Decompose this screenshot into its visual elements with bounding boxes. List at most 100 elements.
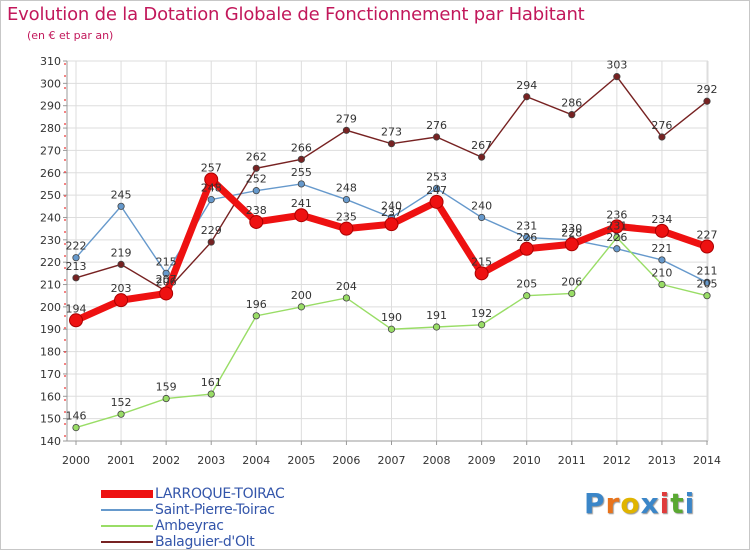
data-label: 194: [66, 302, 87, 315]
data-point: [474, 266, 489, 281]
y-tick-label: 150: [40, 413, 61, 426]
data-point: [432, 184, 441, 193]
data-label: 279: [336, 112, 357, 125]
y-tick-label: 170: [40, 368, 61, 381]
proxiti-logo: Proxiti: [584, 487, 695, 520]
legend-swatch: [101, 490, 153, 498]
data-label: 238: [246, 204, 267, 217]
data-label: 228: [561, 226, 582, 239]
legend-label: Ambeyrac: [155, 518, 224, 534]
data-label: 226: [516, 231, 537, 244]
y-tick-label: 290: [40, 100, 61, 113]
data-label: 203: [111, 282, 132, 295]
data-label: 227: [697, 229, 718, 242]
y-tick-label: 200: [40, 301, 61, 314]
data-point: [700, 239, 714, 254]
data-point: [478, 321, 486, 329]
data-point: [342, 126, 351, 134]
data-point: [342, 195, 351, 204]
data-point: [72, 254, 80, 262]
data-label: 204: [336, 280, 357, 293]
data-point: [429, 194, 444, 209]
y-tick-label: 160: [40, 390, 61, 403]
x-tick-label: 2009: [468, 454, 496, 467]
x-tick-label: 2000: [62, 454, 90, 467]
chart-subtitle: (en € et par an): [27, 29, 114, 42]
y-tick-label: 310: [40, 55, 61, 68]
data-point: [703, 292, 711, 300]
data-label: 229: [201, 224, 222, 237]
legend-swatch: [101, 525, 153, 527]
data-label: 245: [111, 188, 132, 201]
y-tick-label: 230: [40, 234, 61, 247]
data-point: [339, 221, 354, 236]
data-point: [613, 233, 621, 242]
logo-letter: P: [584, 487, 606, 520]
data-point: [162, 269, 170, 277]
data-label: 230: [561, 222, 582, 235]
chart-title: Evolution de la Dotation Globale de Fonc…: [7, 4, 585, 25]
data-label: 253: [426, 170, 447, 183]
data-point: [609, 219, 624, 234]
data-label: 231: [606, 220, 627, 233]
x-tick-label: 2004: [242, 454, 270, 467]
data-label: 222: [66, 240, 87, 253]
legend-label: Saint-Pierre-Toirac: [155, 502, 275, 518]
data-label: 247: [426, 184, 447, 197]
series-larroque-toirac: [69, 172, 714, 328]
x-tick-label: 2012: [603, 454, 631, 467]
data-point: [564, 237, 579, 252]
legend-label: LARROQUE-TOIRAC: [155, 486, 285, 502]
data-point: [297, 155, 305, 163]
data-label: 267: [471, 139, 492, 152]
y-tick-label: 250: [40, 189, 61, 202]
data-point: [252, 312, 260, 320]
data-point: [69, 313, 83, 328]
y-tick-label: 270: [40, 144, 61, 157]
data-point: [703, 97, 711, 105]
data-point: [478, 153, 486, 161]
data-label: 266: [291, 141, 312, 154]
data-label: 205: [516, 278, 537, 291]
logo-letter: t: [670, 487, 685, 520]
y-tick-label: 190: [40, 323, 61, 336]
data-label: 205: [697, 278, 718, 291]
data-label: 240: [381, 199, 402, 212]
logo-letter: x: [640, 487, 660, 520]
y-tick-label: 300: [40, 77, 61, 90]
grid: [67, 60, 708, 442]
logo-letter: i: [659, 487, 671, 520]
data-point: [252, 187, 260, 195]
series-lines: [69, 73, 714, 432]
y-tick-label: 220: [40, 256, 61, 269]
data-label: 213: [66, 260, 87, 273]
data-point: [297, 303, 305, 311]
data-label: 273: [381, 126, 402, 139]
x-tick-label: 2013: [648, 454, 676, 467]
data-label: 292: [697, 83, 718, 96]
data-label: 159: [156, 381, 177, 394]
data-label: 241: [291, 197, 312, 210]
series-ambeyrac: [72, 233, 711, 432]
x-tick-label: 2011: [558, 454, 586, 467]
data-label: 255: [291, 166, 312, 179]
data-label: 192: [471, 307, 492, 320]
data-point: [297, 180, 305, 188]
data-point: [117, 410, 125, 418]
data-point: [658, 133, 666, 141]
data-point: [703, 278, 711, 286]
data-label: 226: [606, 231, 627, 244]
data-point: [478, 213, 486, 222]
data-point: [387, 325, 396, 333]
data-point: [72, 274, 80, 282]
axes: 140 150 160 170 180 190 200 210 220 230 240 250 260 2…: [40, 55, 721, 467]
x-tick-label: 2010: [513, 454, 541, 467]
data-label: 257: [201, 161, 222, 174]
data-point: [207, 238, 215, 246]
x-tick-label: 2005: [287, 454, 315, 467]
data-label: 276: [426, 119, 447, 132]
data-point: [117, 202, 125, 210]
data-point: [658, 280, 666, 289]
